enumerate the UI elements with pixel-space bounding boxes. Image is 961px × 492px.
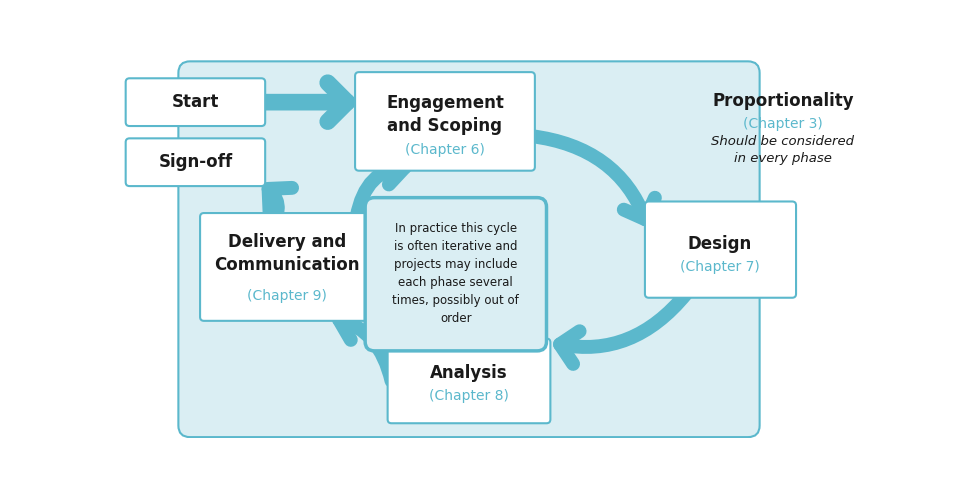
- Text: Start: Start: [172, 93, 219, 111]
- Text: Delivery and
Communication: Delivery and Communication: [214, 233, 359, 274]
- Text: Engagement
and Scoping: Engagement and Scoping: [385, 94, 504, 135]
- Text: In practice this cycle
is often iterative and
projects may include
each phase se: In practice this cycle is often iterativ…: [392, 221, 519, 325]
- Text: (Chapter 6): (Chapter 6): [405, 143, 484, 157]
- FancyBboxPatch shape: [644, 202, 795, 298]
- FancyBboxPatch shape: [365, 198, 546, 351]
- Text: Should be considered
in every phase: Should be considered in every phase: [710, 135, 853, 165]
- FancyBboxPatch shape: [126, 138, 265, 186]
- Text: (Chapter 9): (Chapter 9): [247, 289, 327, 303]
- Text: Design: Design: [687, 235, 752, 253]
- FancyArrowPatch shape: [357, 151, 405, 217]
- FancyArrowPatch shape: [338, 308, 391, 381]
- FancyBboxPatch shape: [200, 213, 374, 321]
- FancyArrowPatch shape: [559, 294, 685, 364]
- Text: (Chapter 8): (Chapter 8): [429, 389, 508, 403]
- Text: (Chapter 7): (Chapter 7): [679, 260, 759, 274]
- FancyBboxPatch shape: [387, 338, 550, 423]
- FancyArrowPatch shape: [530, 136, 654, 219]
- FancyArrowPatch shape: [263, 188, 292, 236]
- Text: (Chapter 3): (Chapter 3): [742, 118, 822, 131]
- FancyBboxPatch shape: [178, 62, 759, 437]
- FancyBboxPatch shape: [355, 72, 534, 171]
- Text: Analysis: Analysis: [430, 364, 507, 382]
- FancyBboxPatch shape: [126, 78, 265, 126]
- Text: Proportionality: Proportionality: [711, 92, 852, 110]
- FancyArrowPatch shape: [261, 83, 347, 122]
- Text: Sign-off: Sign-off: [159, 153, 233, 171]
